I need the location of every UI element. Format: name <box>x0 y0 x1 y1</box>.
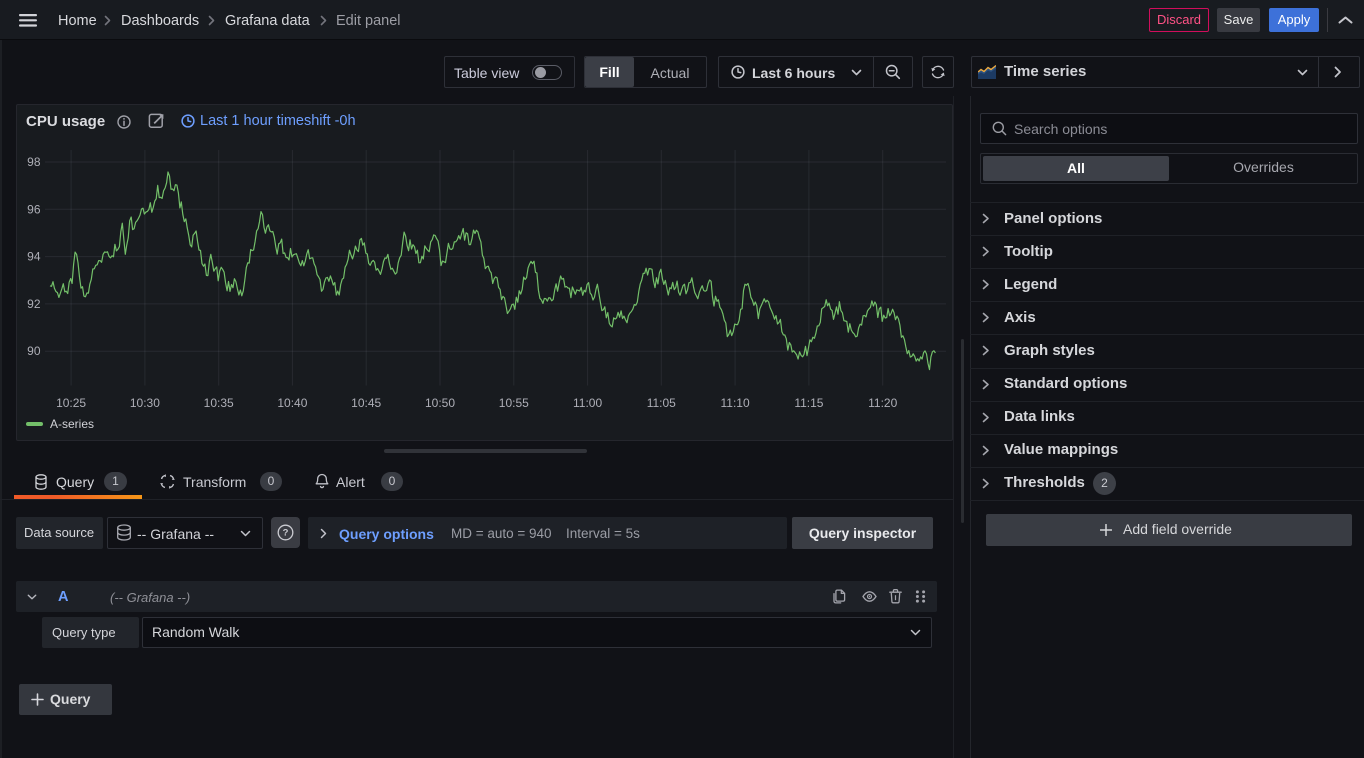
svg-text:10:55: 10:55 <box>499 396 529 410</box>
svg-text:11:05: 11:05 <box>647 396 676 410</box>
svg-text:11:20: 11:20 <box>868 396 897 410</box>
svg-text:10:45: 10:45 <box>351 396 381 410</box>
svg-text:10:35: 10:35 <box>204 396 234 410</box>
svg-text:98: 98 <box>27 155 41 169</box>
svg-text:11:00: 11:00 <box>573 396 602 410</box>
svg-text:10:50: 10:50 <box>425 396 455 410</box>
svg-text:10:40: 10:40 <box>277 396 307 410</box>
svg-text:92: 92 <box>27 297 41 311</box>
svg-text:11:15: 11:15 <box>794 396 823 410</box>
svg-text:96: 96 <box>27 202 41 216</box>
svg-text:10:30: 10:30 <box>130 396 160 410</box>
svg-text:11:10: 11:10 <box>721 396 750 410</box>
svg-text:90: 90 <box>27 344 41 358</box>
svg-text:10:25: 10:25 <box>56 396 86 410</box>
svg-text:94: 94 <box>27 250 41 264</box>
svg-text:?: ? <box>283 528 289 539</box>
